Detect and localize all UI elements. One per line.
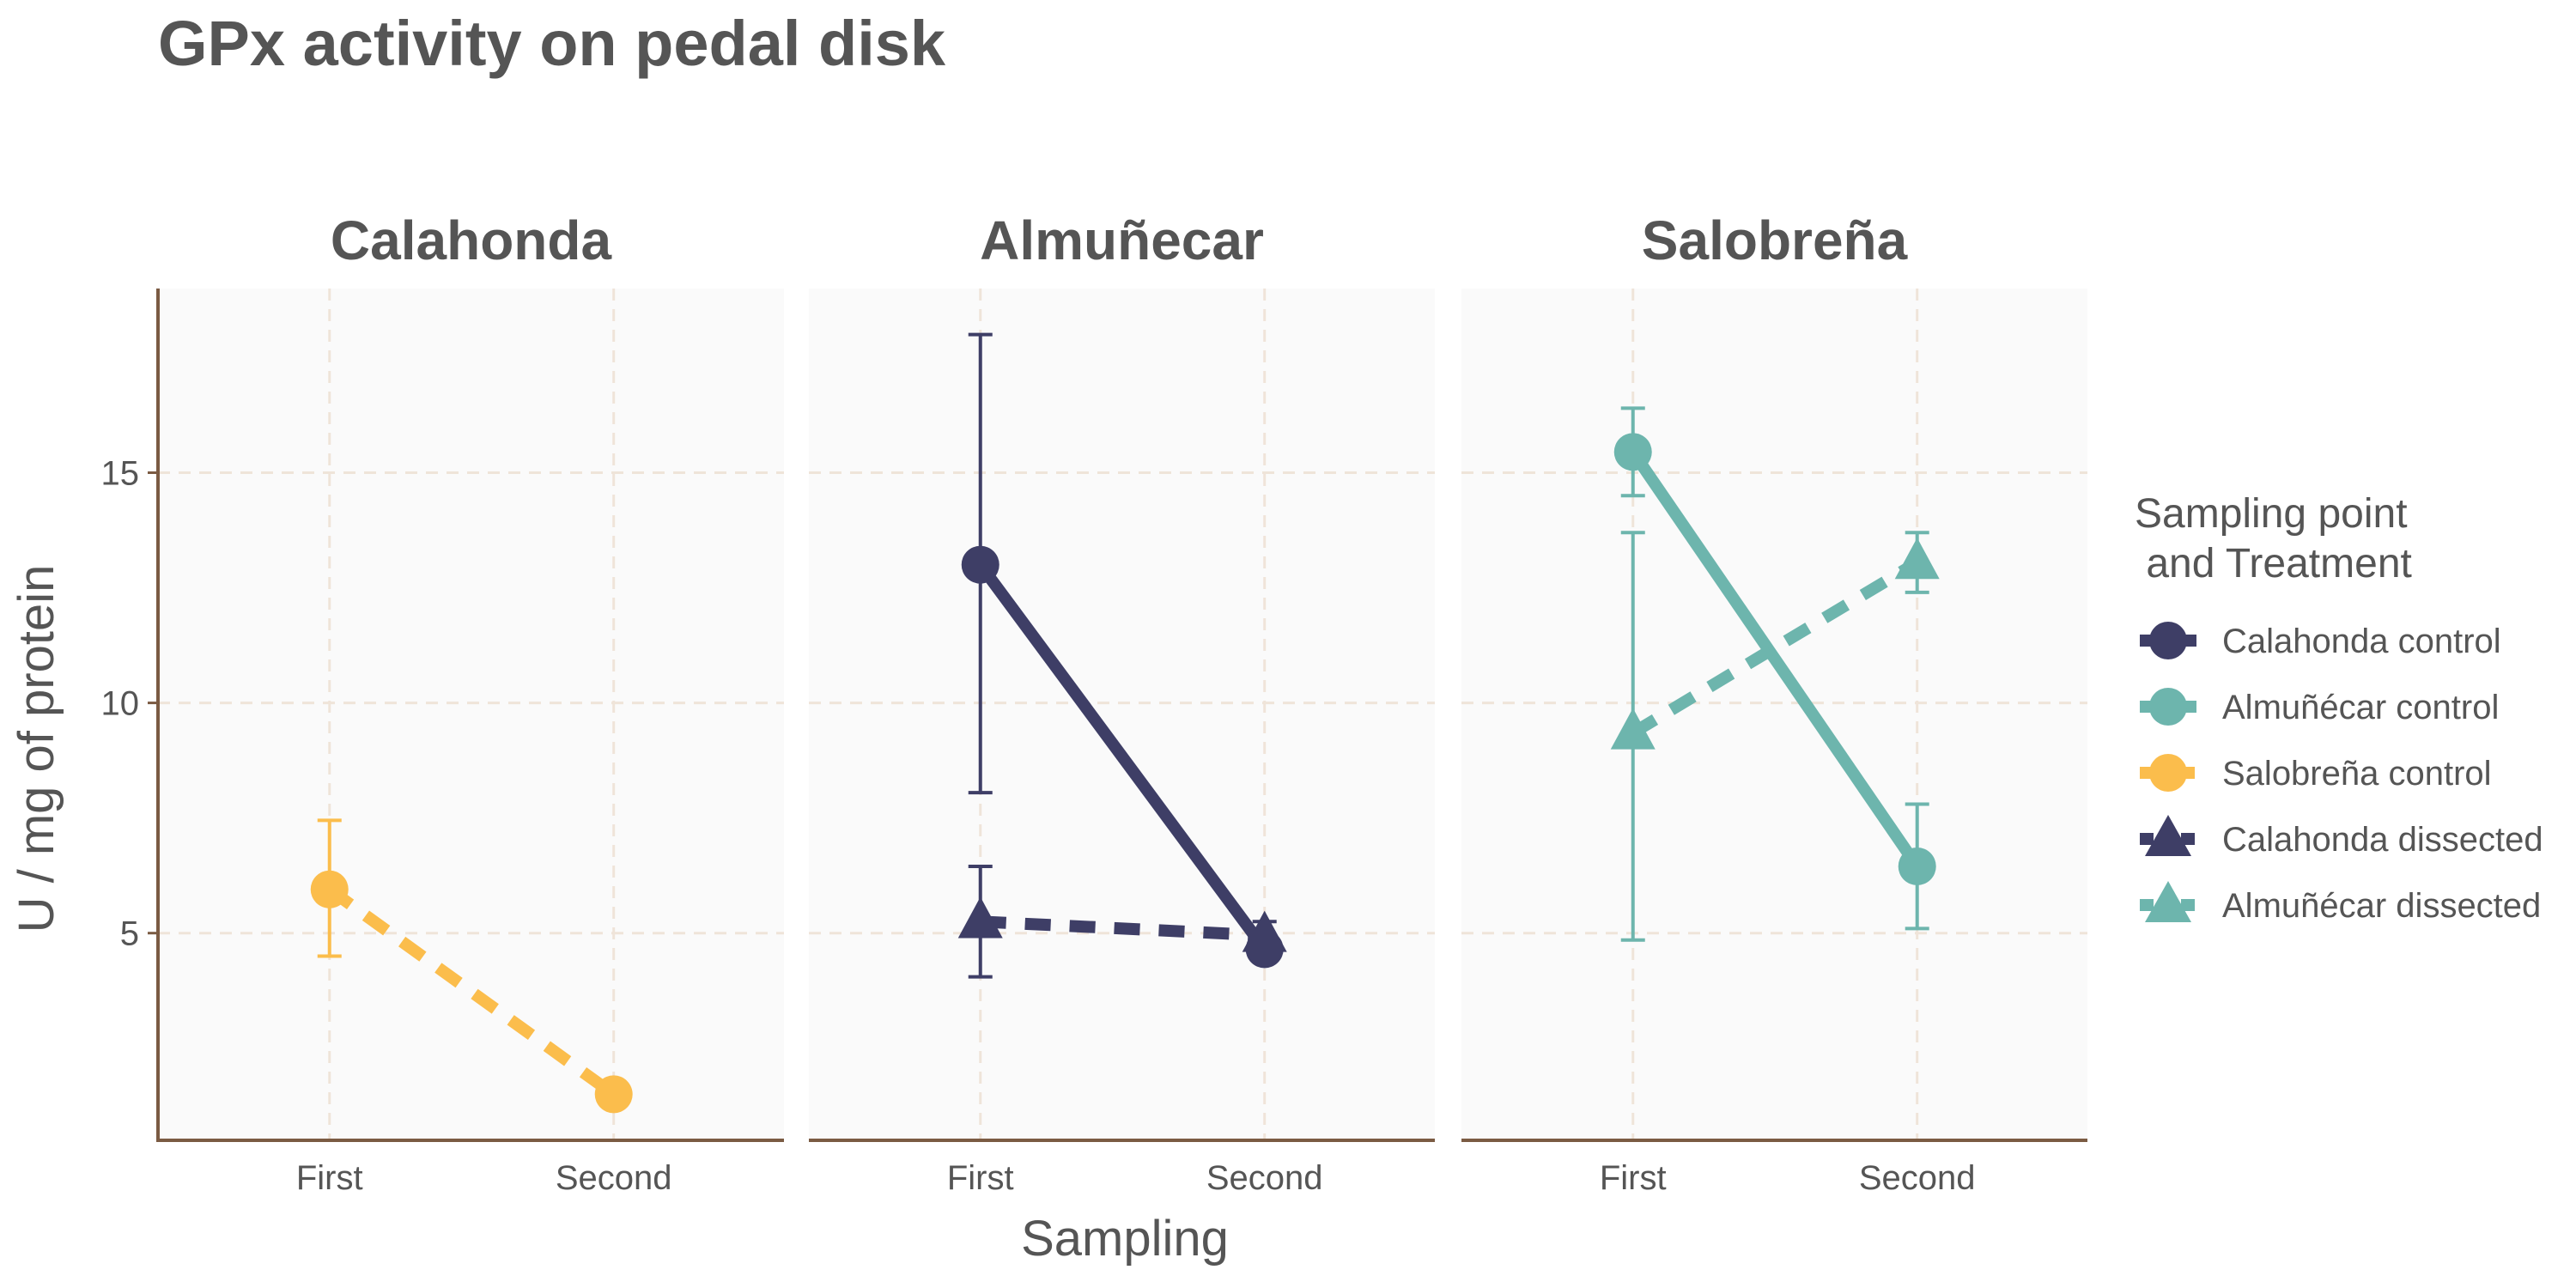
data-point (1613, 433, 1652, 471)
panel-title: Calahonda (331, 210, 612, 271)
y-tick-label: 10 (101, 685, 140, 723)
legend-key-marker (2149, 622, 2187, 659)
data-point (594, 1075, 633, 1114)
legend-item: Salobreña control (2140, 754, 2492, 793)
data-point (961, 545, 999, 584)
panel-1: First Second Almuñecar (809, 210, 1435, 1197)
legend-title: Sampling point (2135, 491, 2408, 537)
data-point (1898, 847, 1936, 885)
legend-item: Calahonda dissected (2140, 815, 2543, 859)
panel-background (809, 289, 1435, 1140)
x-tick-label: First (296, 1159, 363, 1197)
x-tick-label: Second (1859, 1159, 1976, 1197)
series-salobre-a-control (310, 818, 633, 1114)
panel-2: First Second Salobreña (1461, 210, 2087, 1197)
panel-background (158, 289, 784, 1140)
legend-label: Salobreña control (2222, 755, 2492, 793)
legend-entries: Calahonda control Almuñécar control Salobr… (2140, 622, 2543, 925)
panel-title: Salobreña (1642, 210, 1908, 271)
panel-background (1461, 289, 2087, 1140)
legend-title-2: and Treatment (2135, 541, 2412, 586)
y-tick-label: 5 (120, 915, 139, 953)
legend-key-marker (2149, 688, 2187, 726)
data-point (957, 896, 1003, 939)
series-line (975, 561, 1270, 953)
data-point (1610, 708, 1656, 750)
legend-label: Calahonda control (2222, 623, 2501, 660)
data-point (310, 870, 349, 908)
legend-label: Almuñécar dissected (2222, 887, 2541, 925)
legend-label: Almuñécar control (2222, 689, 2499, 726)
legend-item: Almuñécar control (2140, 688, 2499, 726)
panel-title: Almuñecar (980, 210, 1264, 271)
x-tick-label: First (1600, 1159, 1667, 1197)
x-tick-label: Second (556, 1159, 672, 1197)
series-line (1627, 448, 1923, 870)
legend-label: Calahonda dissected (2222, 821, 2543, 859)
panels: First Second Calahonda 5 10 15 First Second Almu… (101, 210, 2087, 1197)
series-almu-car-dissected (1610, 531, 1940, 942)
legend: Sampling point and Treatment Calahonda c… (2135, 491, 2543, 925)
legend-item: Almuñécar dissected (2140, 881, 2541, 925)
series-line (1630, 557, 1921, 738)
data-point (1242, 910, 1287, 952)
data-point (1894, 538, 1940, 580)
legend-key-marker (2149, 754, 2187, 792)
legend-key-marker (2145, 815, 2191, 856)
series-line (980, 915, 1266, 942)
x-tick-label: First (947, 1159, 1014, 1197)
legend-key-marker (2145, 881, 2191, 922)
y-tick-label: 15 (101, 454, 140, 492)
series-almu-car-control (1613, 406, 1936, 931)
chart-title: GPx activity on pedal disk (158, 8, 946, 79)
x-tick-label: Second (1206, 1159, 1323, 1197)
x-axis-label: Sampling (1021, 1211, 1229, 1267)
y-axis-label: U / mg of protein (9, 565, 64, 933)
legend-item: Calahonda control (2140, 622, 2501, 660)
series-line (325, 884, 617, 1100)
panel-0: First Second Calahonda 5 10 15 (101, 210, 784, 1197)
series-calahonda-dissected (957, 864, 1287, 979)
